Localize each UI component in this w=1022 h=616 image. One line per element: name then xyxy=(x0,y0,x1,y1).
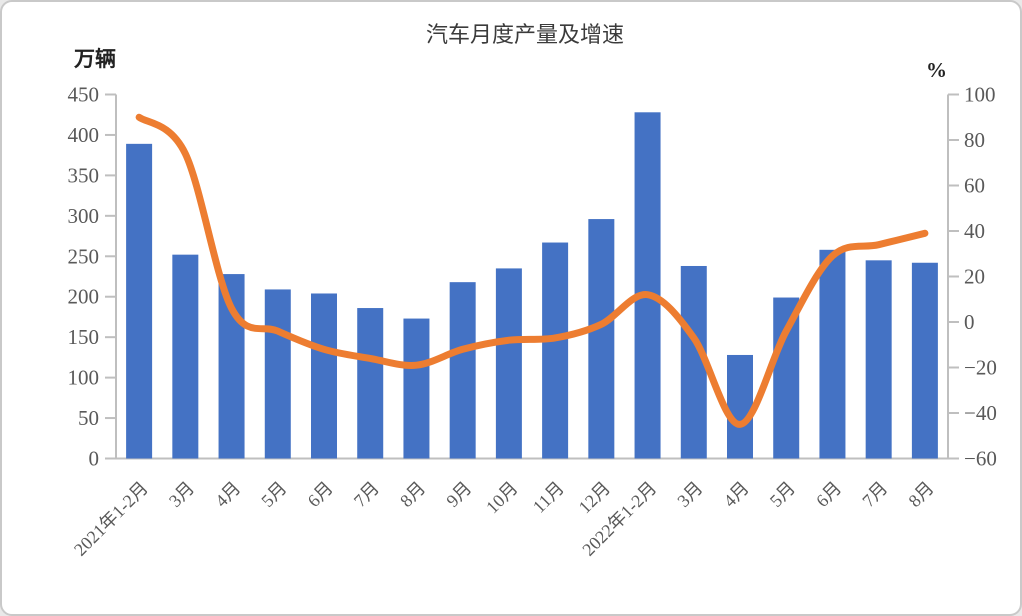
x-axis-label: 3月 xyxy=(673,478,706,511)
production-bar xyxy=(542,242,569,459)
right-axis-tick-label: 100 xyxy=(964,83,996,107)
left-axis-tick-label: 300 xyxy=(68,204,100,228)
left-axis-tick-label: 450 xyxy=(68,83,100,107)
x-axis-label: 9月 xyxy=(442,478,475,511)
growth-rate-line xyxy=(135,113,929,428)
production-bar xyxy=(773,297,800,459)
x-axis-label: 8月 xyxy=(396,478,429,511)
production-bar xyxy=(357,308,384,459)
x-axis-label: 4月 xyxy=(211,478,244,511)
production-bar xyxy=(495,268,522,459)
right-axis-tick-label: 40 xyxy=(964,219,985,243)
production-bar xyxy=(403,318,430,459)
x-axis-label: 2021年1-2月 xyxy=(70,478,152,560)
left-axis-tick-label: 250 xyxy=(68,244,100,268)
x-axis-label: 5月 xyxy=(257,478,290,511)
right-axis-tick-label: −20 xyxy=(964,356,997,380)
x-axis-label: 4月 xyxy=(720,478,753,511)
chart-title: 汽车月度产量及增速 xyxy=(426,22,624,47)
right-axis-tick-label: −60 xyxy=(964,447,997,471)
right-axis-unit-label: % xyxy=(926,58,947,82)
production-bar xyxy=(126,143,153,459)
left-axis-tick-label: 50 xyxy=(78,406,99,430)
right-axis-tick-label: −40 xyxy=(964,401,997,425)
right-axis-tick-label: 60 xyxy=(964,174,985,198)
left-axis-tick-label: 150 xyxy=(68,325,100,349)
production-bar xyxy=(634,112,661,459)
right-axis-tick-label: 0 xyxy=(964,310,975,334)
left-axis-tick-label: 0 xyxy=(89,447,100,471)
production-bar xyxy=(172,254,199,459)
x-axis-label: 11月 xyxy=(529,478,568,517)
x-axis-label: 8月 xyxy=(904,478,937,511)
x-axis-label: 10月 xyxy=(482,478,522,518)
x-axis-label: 7月 xyxy=(858,478,891,511)
right-axis-tick-label: 20 xyxy=(964,265,985,289)
x-axis-label: 6月 xyxy=(304,478,337,511)
production-bar xyxy=(264,289,291,459)
x-axis-label: 3月 xyxy=(165,478,198,511)
production-bar xyxy=(449,282,476,459)
production-bar xyxy=(819,249,846,459)
x-axis-label: 12月 xyxy=(575,478,615,518)
left-axis-tick-label: 350 xyxy=(68,163,100,187)
left-axis-tick-label: 100 xyxy=(68,366,100,390)
right-axis-tick-label: 80 xyxy=(964,128,985,152)
production-bar xyxy=(311,293,337,459)
x-axis-label: 6月 xyxy=(812,478,845,511)
production-bar xyxy=(911,262,938,459)
x-axis-label: 5月 xyxy=(766,478,799,511)
x-axis-label: 7月 xyxy=(350,478,383,511)
production-bar xyxy=(588,219,615,459)
left-axis-tick-label: 200 xyxy=(68,285,100,309)
left-axis-tick-label: 400 xyxy=(68,123,100,147)
plot-area: 0 50 100 150 200 250 300 350 400 450 −60 −40 −20 0 20 4… xyxy=(68,83,997,560)
left-axis-unit-label: 万辆 xyxy=(73,47,116,71)
production-bar xyxy=(727,354,753,459)
production-bar xyxy=(865,260,892,459)
